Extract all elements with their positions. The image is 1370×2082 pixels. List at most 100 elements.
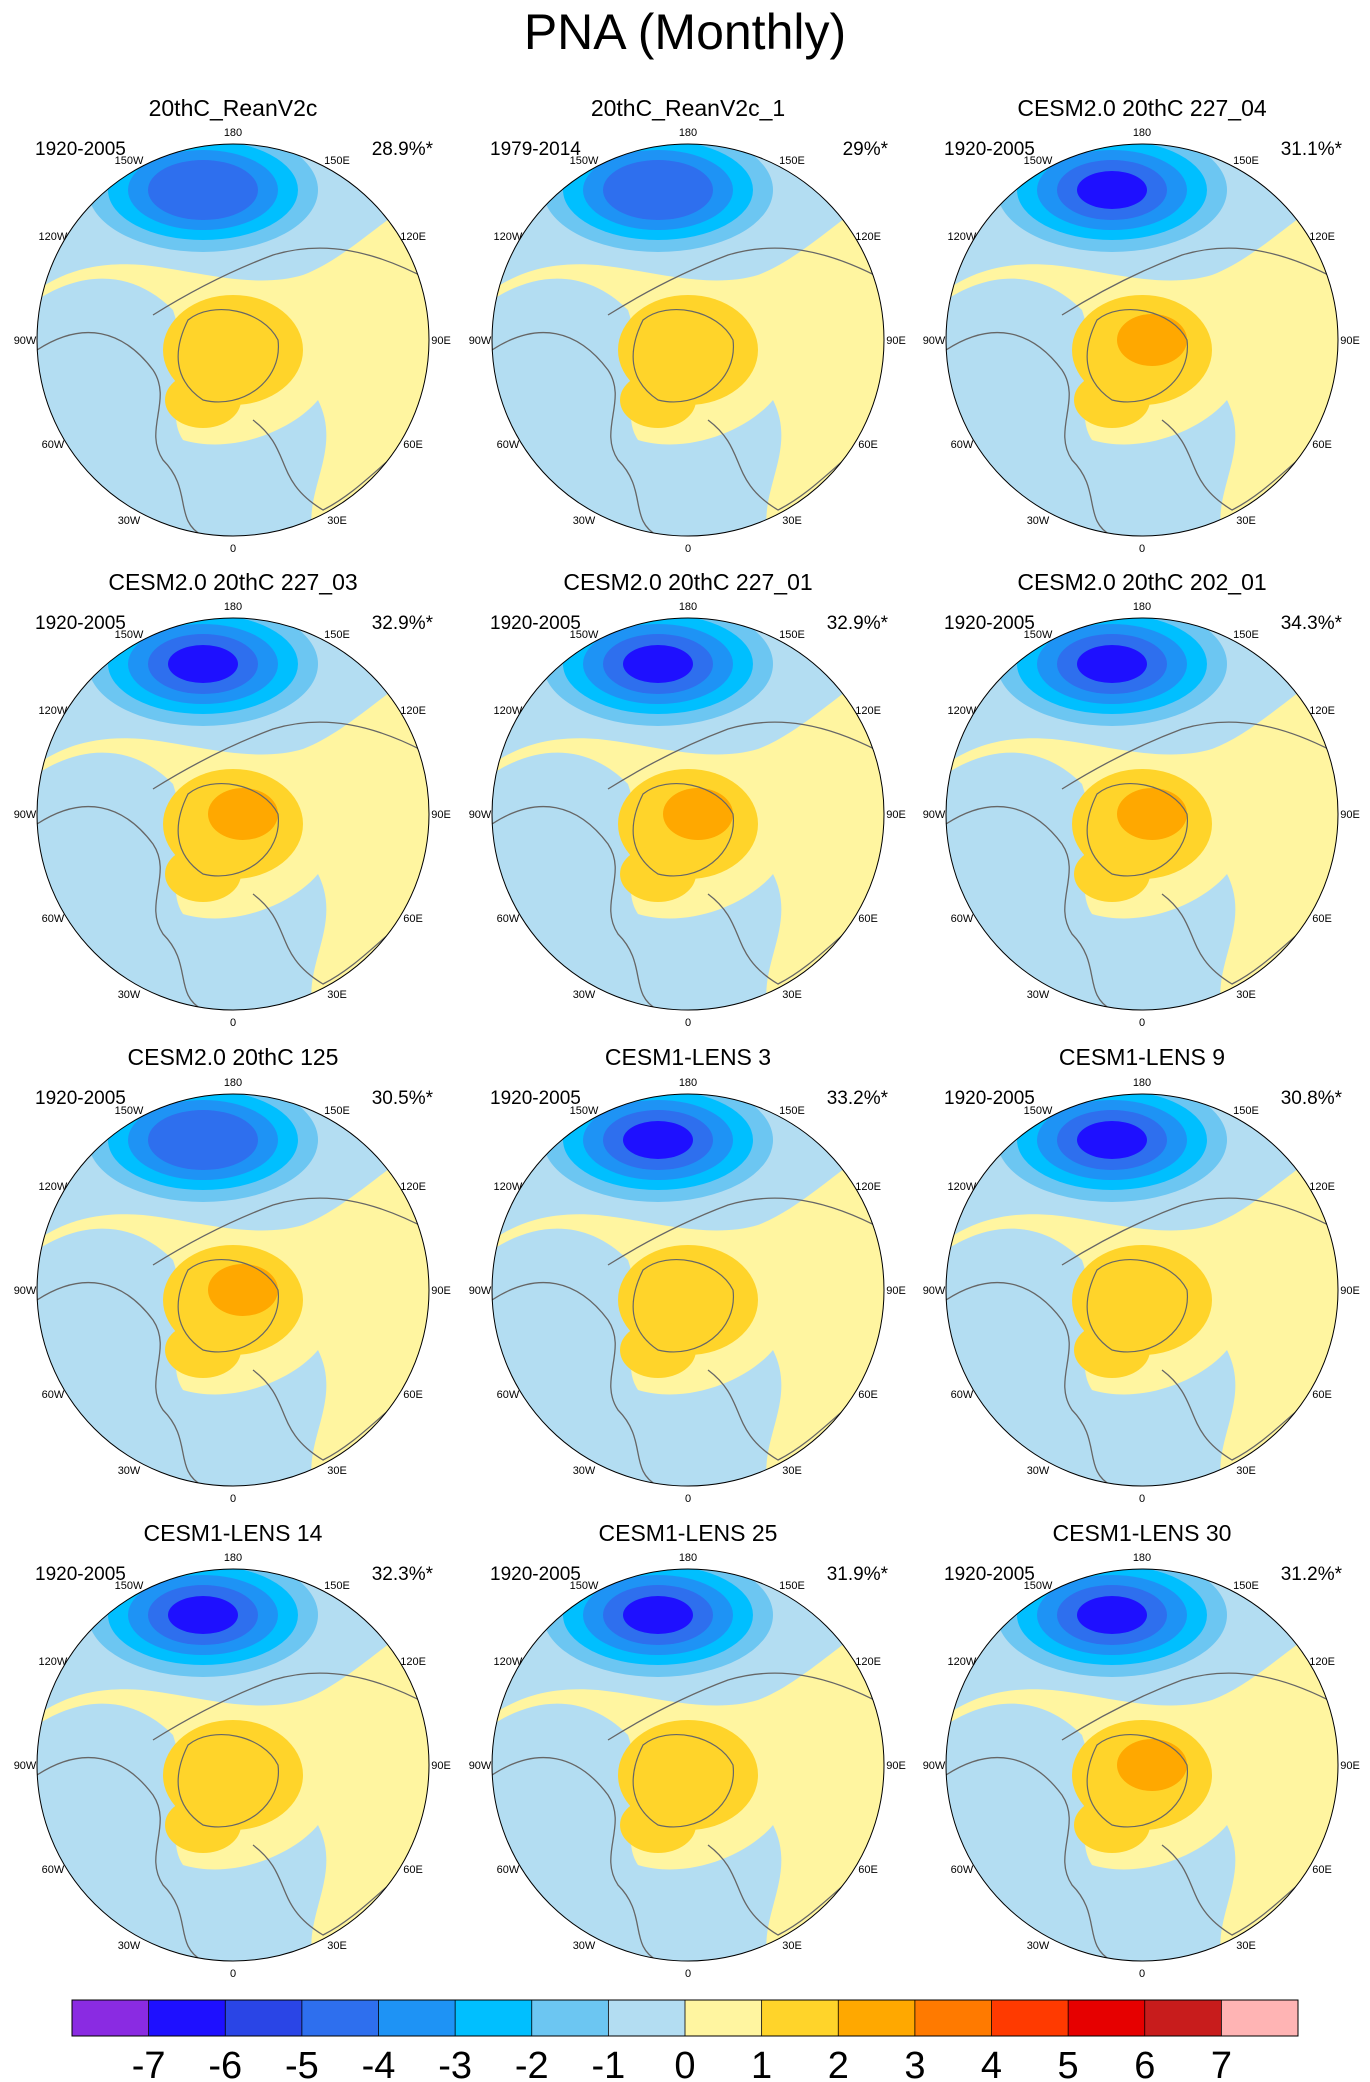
longitude-label: 90W [923, 1760, 946, 1772]
greenland-coast [1086, 1259, 1188, 1353]
longitude-label: 90W [469, 809, 492, 821]
longitude-label: 120E [855, 231, 881, 243]
coastline [946, 805, 1113, 1010]
longitude-label: 30E [782, 1940, 802, 1952]
longitude-label: 30E [1236, 1465, 1256, 1477]
longitude-label: 90E [431, 335, 451, 347]
coastline [37, 805, 204, 1010]
longitude-label: 180 [224, 127, 242, 139]
colorbar-label: 7 [1211, 2045, 1232, 2082]
colorbar-cell [685, 2000, 763, 2036]
colorbar-label: 1 [751, 2045, 772, 2082]
map-border [36, 1093, 430, 1487]
map-border [491, 1093, 885, 1487]
panel-variance: 30.5%* [371, 1088, 433, 1109]
map-border [491, 143, 885, 537]
longitude-label: 0 [685, 1017, 691, 1029]
longitude-label: 150E [324, 629, 350, 641]
longitude-label: 90E [1340, 1285, 1360, 1297]
coastline [607, 1672, 884, 1741]
longitude-label: 60E [1312, 1389, 1332, 1401]
greenland-coast [632, 1734, 734, 1828]
polar-map [37, 144, 429, 536]
negative-contour [168, 1596, 238, 1634]
colorbar-label: -5 [285, 2045, 319, 2082]
longitude-label: 0 [1139, 1017, 1145, 1029]
longitude-label: 90E [431, 1285, 451, 1297]
colorbar-cell [301, 2000, 380, 2036]
longitude-label: 150E [324, 1105, 350, 1117]
colorbar-label: 3 [904, 2045, 925, 2082]
longitude-label: 30E [327, 515, 347, 527]
longitude-label: 60E [858, 913, 878, 925]
longitude-label: 90E [886, 1760, 906, 1772]
panel-variance: 31.1%* [1280, 139, 1342, 160]
colorbar-label: 4 [981, 2045, 1002, 2082]
longitude-label: 150W [115, 629, 144, 641]
panel-period: 1920-2005 [490, 1088, 581, 1109]
map-border [945, 617, 1339, 1011]
panel-period: 1920-2005 [944, 1088, 1035, 1109]
longitude-label: 150E [779, 155, 805, 167]
negative-contour [1077, 645, 1147, 683]
longitude-label: 150E [324, 1580, 350, 1592]
negative-region-atlantic [946, 1703, 1236, 1961]
longitude-label: 60E [858, 1389, 878, 1401]
longitude-label: 60W [497, 1864, 520, 1876]
longitude-label: 60W [497, 439, 520, 451]
colorbar-label: 0 [674, 2045, 695, 2082]
longitude-label: 0 [230, 1493, 236, 1505]
longitude-label: 180 [679, 1077, 697, 1089]
longitude-label: 30E [782, 515, 802, 527]
negative-region-atlantic [37, 1703, 327, 1961]
longitude-label: 60E [403, 913, 423, 925]
coastline [607, 247, 884, 316]
longitude-label: 150W [1024, 1580, 1053, 1592]
panel-variance: 30.8%* [1280, 1088, 1342, 1109]
longitude-label: 30W [1027, 989, 1050, 1001]
longitude-label: 0 [230, 543, 236, 555]
map-border [491, 1568, 885, 1962]
panel-title: CESM2.0 20thC 125 [127, 1044, 339, 1070]
colorbar-label: -4 [362, 2045, 396, 2082]
coastline [492, 1281, 659, 1486]
longitude-label: 150E [1233, 1580, 1259, 1592]
longitude-label: 120W [39, 1656, 68, 1668]
longitude-label: 60W [951, 1864, 974, 1876]
coastline [37, 1756, 204, 1961]
map-border [945, 143, 1339, 537]
longitude-label: 30W [118, 515, 141, 527]
longitude-label: 30E [327, 989, 347, 1001]
colorbar-cell [991, 2000, 1069, 2036]
panel-period: 1920-2005 [35, 613, 126, 634]
longitude-label: 90W [14, 1285, 37, 1297]
coastline [152, 247, 429, 316]
panel-title: CESM2.0 20thC 227_01 [563, 569, 813, 595]
panel-period: 1920-2005 [490, 613, 581, 634]
longitude-label: 30E [782, 1465, 802, 1477]
longitude-label: 120E [1309, 1656, 1335, 1668]
longitude-label: 150W [115, 1580, 144, 1592]
greenland-coast [1086, 1734, 1188, 1828]
panel-period: 1979-2014 [490, 139, 581, 160]
longitude-label: 90E [886, 809, 906, 821]
longitude-label: 120E [400, 1656, 426, 1668]
colorbar-cell [378, 2000, 456, 2036]
panel-variance: 32.3%* [371, 1564, 433, 1585]
polar-map [37, 1094, 429, 1486]
coastline [37, 331, 204, 536]
negative-region-atlantic [37, 278, 327, 536]
coastline [1061, 1197, 1338, 1266]
panel-period: 1920-2005 [944, 139, 1035, 160]
longitude-label: 90W [469, 335, 492, 347]
colorbar-label: -1 [592, 2045, 626, 2082]
longitude-label: 60E [403, 439, 423, 451]
colorbar-cell [225, 2000, 303, 2036]
map-border [945, 1568, 1339, 1962]
panel-variance: 34.3%* [1280, 613, 1342, 634]
longitude-label: 30W [118, 1465, 141, 1477]
longitude-label: 150W [570, 1105, 599, 1117]
longitude-label: 120W [39, 1181, 68, 1193]
map-border [945, 1093, 1339, 1487]
longitude-label: 120W [948, 1181, 977, 1193]
